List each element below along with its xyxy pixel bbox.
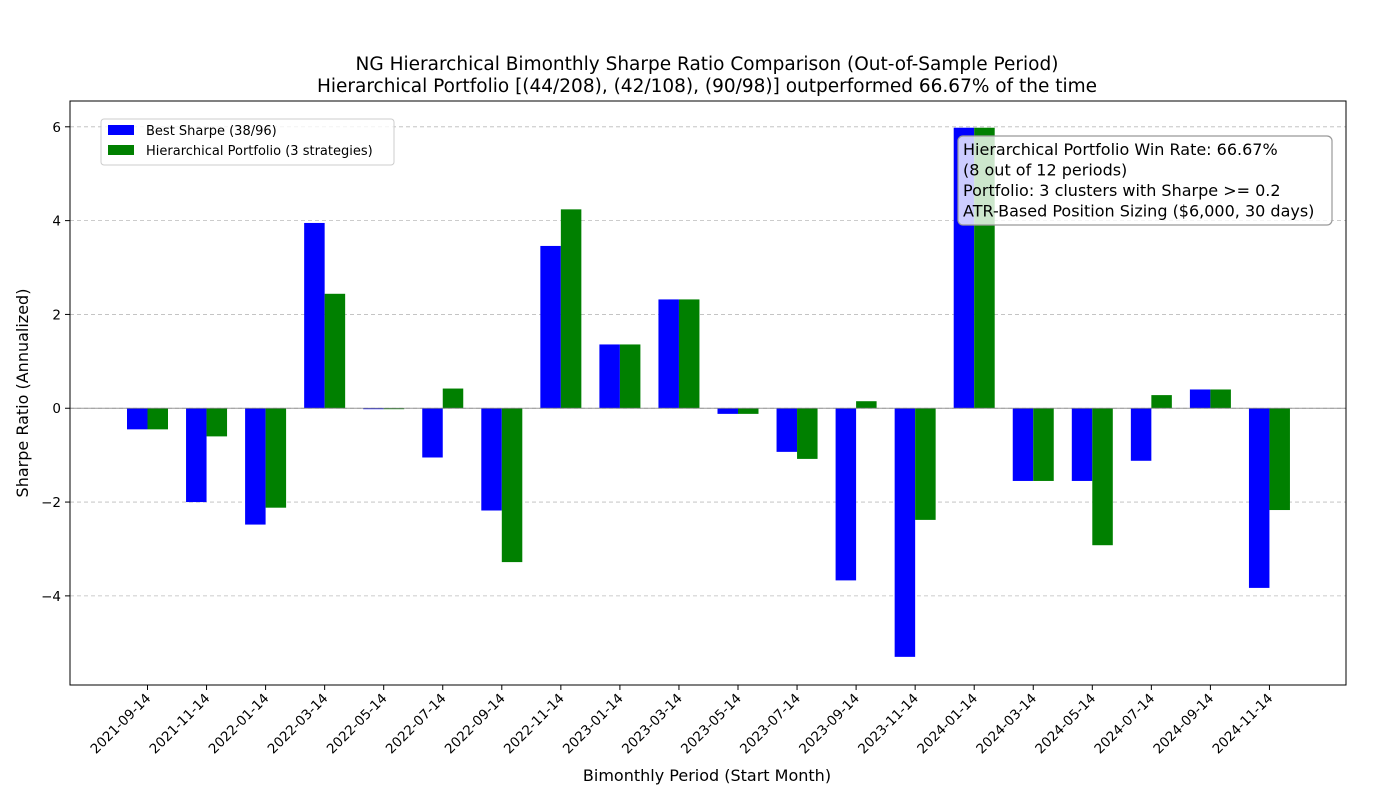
bar-hierarchical-portfolio bbox=[915, 408, 936, 520]
y-tick-label: −2 bbox=[41, 495, 61, 511]
bar-best-sharpe bbox=[422, 408, 443, 458]
chart-subtitle: Hierarchical Portfolio [(44/208), (42/10… bbox=[317, 76, 1097, 97]
x-tick-label: 2023-11-14 bbox=[855, 691, 922, 758]
bar-hierarchical-portfolio bbox=[1092, 408, 1113, 546]
legend-label: Best Sharpe (38/96) bbox=[146, 124, 277, 139]
legend-frame bbox=[100, 118, 395, 166]
x-tick-label: 2024-11-14 bbox=[1209, 691, 1276, 758]
x-tick-label: 2021-09-14 bbox=[88, 691, 155, 758]
legend-swatch-hierarchical bbox=[108, 145, 134, 155]
bar-best-sharpe bbox=[1189, 389, 1211, 409]
y-tick-label: 4 bbox=[52, 214, 61, 230]
bar-hierarchical-portfolio bbox=[560, 209, 582, 409]
bar-hierarchical-portfolio bbox=[678, 299, 700, 409]
x-tick-label: 2022-05-14 bbox=[324, 691, 391, 758]
annotation-line: Portfolio: 3 clusters with Sharpe >= 0.2 bbox=[963, 181, 1281, 200]
bar-best-sharpe bbox=[245, 408, 266, 525]
x-tick-label: 2022-07-14 bbox=[383, 691, 450, 758]
bar-hierarchical-portfolio bbox=[856, 401, 877, 409]
x-tick-label: 2024-09-14 bbox=[1150, 691, 1217, 758]
bar-hierarchical-portfolio bbox=[324, 293, 346, 409]
bar-hierarchical-portfolio bbox=[619, 344, 641, 409]
x-tick-label: 2023-03-14 bbox=[619, 691, 686, 758]
x-tick-label: 2024-03-14 bbox=[973, 691, 1040, 758]
bar-hierarchical-portfolio bbox=[1151, 395, 1172, 409]
bars bbox=[127, 127, 1290, 657]
bar-best-sharpe bbox=[658, 299, 679, 409]
chart-title: NG Hierarchical Bimonthly Sharpe Ratio C… bbox=[356, 54, 1059, 75]
bar-hierarchical-portfolio bbox=[797, 408, 818, 459]
annotation-line: ATR-Based Position Sizing ($6,000, 30 da… bbox=[963, 202, 1314, 221]
bar-hierarchical-portfolio bbox=[1033, 408, 1054, 481]
bar-best-sharpe bbox=[1130, 408, 1152, 461]
x-tick-label: 2022-11-14 bbox=[501, 691, 568, 758]
x-tick-label: 2023-09-14 bbox=[796, 691, 863, 758]
bar-hierarchical-portfolio bbox=[501, 408, 523, 563]
bar-best-sharpe bbox=[717, 408, 738, 414]
x-tick-label: 2022-09-14 bbox=[442, 691, 509, 758]
bar-hierarchical-portfolio bbox=[1269, 408, 1290, 511]
annotation-line: Hierarchical Portfolio Win Rate: 66.67% bbox=[963, 140, 1278, 159]
bar-best-sharpe bbox=[1071, 408, 1093, 481]
bar-hierarchical-portfolio bbox=[147, 408, 168, 430]
x-tick-label: 2023-07-14 bbox=[737, 691, 804, 758]
annotation-box: Hierarchical Portfolio Win Rate: 66.67% (… bbox=[957, 135, 1333, 226]
bar-best-sharpe bbox=[186, 408, 207, 503]
bar-best-sharpe bbox=[1012, 408, 1034, 481]
y-tick-label: 2 bbox=[52, 307, 61, 323]
bar-best-sharpe bbox=[304, 222, 325, 409]
y-tick-label: −4 bbox=[41, 589, 61, 605]
plot-frame bbox=[69, 100, 1347, 686]
annotation-line: (8 out of 12 periods) bbox=[963, 161, 1127, 180]
bar-best-sharpe bbox=[540, 245, 561, 409]
x-tick-label: 2024-05-14 bbox=[1032, 691, 1099, 758]
bar-best-sharpe bbox=[776, 408, 798, 452]
x-tick-label: 2022-03-14 bbox=[265, 691, 332, 758]
x-axis-label: Bimonthly Period (Start Month) bbox=[583, 766, 831, 785]
bar-best-sharpe bbox=[1248, 408, 1270, 588]
bar-best-sharpe bbox=[481, 408, 502, 511]
y-tick-label: 6 bbox=[52, 120, 61, 136]
x-tick-label: 2021-11-14 bbox=[147, 691, 214, 758]
annotation-frame bbox=[957, 135, 1333, 226]
y-axis-label: Sharpe Ratio (Annualized) bbox=[13, 289, 32, 498]
legend-label: Hierarchical Portfolio (3 strategies) bbox=[146, 144, 373, 159]
bar-best-sharpe bbox=[835, 408, 857, 581]
bar-best-sharpe bbox=[894, 408, 916, 657]
bar-hierarchical-portfolio bbox=[738, 408, 759, 414]
x-tick-label: 2022-01-14 bbox=[206, 691, 273, 758]
legend-swatch-best-sharpe bbox=[108, 125, 134, 135]
x-tick-label: 2023-05-14 bbox=[678, 691, 745, 758]
bar-best-sharpe bbox=[127, 408, 148, 430]
y-tick-label: 0 bbox=[52, 401, 61, 417]
bar-best-sharpe bbox=[599, 344, 620, 409]
bar-hierarchical-portfolio bbox=[1210, 389, 1231, 409]
bar-hierarchical-portfolio bbox=[442, 388, 464, 409]
legend: Best Sharpe (38/96) Hierarchical Portfoli… bbox=[100, 118, 395, 166]
bar-hierarchical-portfolio bbox=[206, 408, 228, 437]
x-tick-label: 2023-01-14 bbox=[560, 691, 627, 758]
x-tick-label: 2024-01-14 bbox=[914, 691, 981, 758]
x-tick-label: 2024-07-14 bbox=[1091, 691, 1158, 758]
bar-hierarchical-portfolio bbox=[265, 408, 287, 508]
